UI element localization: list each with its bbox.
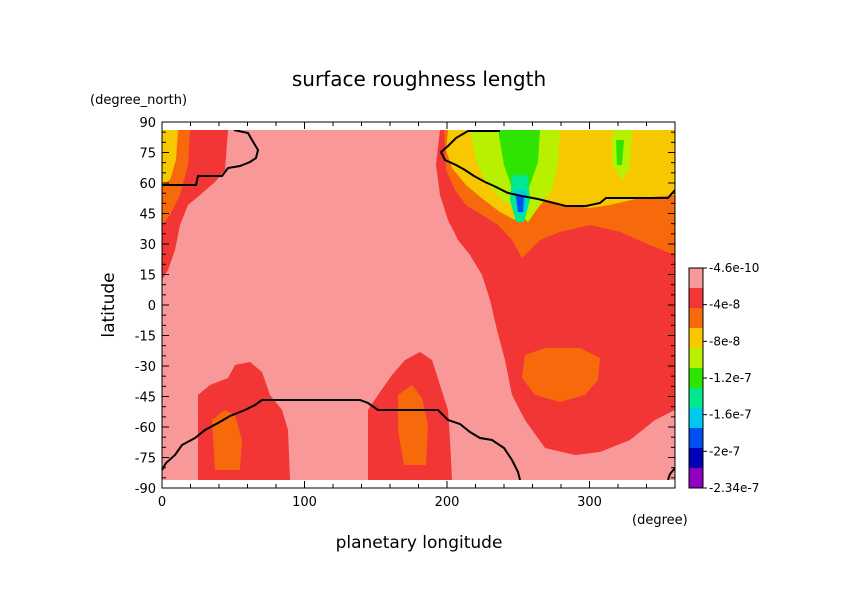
chart-title: surface roughness length: [292, 67, 546, 91]
colorbar-swatch: [689, 308, 703, 328]
coastline-south: [162, 399, 521, 480]
x-tick-label: 100: [292, 495, 317, 510]
field-region-east-orange-blob: [522, 348, 600, 402]
y-tick-label: -45: [135, 391, 156, 406]
y-tick-label: -90: [135, 482, 156, 497]
colorbar-label: -1.2e-7: [709, 371, 752, 385]
y-tick-label: 60: [139, 177, 156, 192]
x-unit-label: (degree): [632, 513, 688, 528]
y-tick-label: 30: [139, 238, 156, 253]
y-tick-label: 75: [139, 147, 156, 162]
y-axis-title: latitude: [99, 272, 119, 337]
field-layer: [162, 130, 675, 480]
field-region-east-green: [498, 130, 540, 200]
colorbar-label: -4.6e-10: [709, 261, 759, 275]
field-region-nw-yellow: [162, 130, 178, 185]
y-tick-label: 45: [139, 208, 156, 223]
y-unit-label: (degree_north): [90, 93, 187, 108]
colorbar-label: -4e-8: [709, 298, 740, 312]
x-axis-title: planetary longitude: [336, 533, 503, 553]
colorbar-swatch: [689, 368, 703, 388]
y-tick-label: -15: [135, 330, 156, 345]
coastline-nw: [162, 130, 260, 186]
y-tick-label: -75: [135, 452, 156, 467]
colorbar-swatch: [689, 268, 703, 288]
y-tick-label: 0: [148, 299, 156, 314]
colorbar-swatch: [689, 388, 703, 408]
x-tick-label: 300: [577, 495, 602, 510]
colorbar-label: -8e-8: [709, 334, 740, 348]
colorbar-swatch: [689, 448, 703, 468]
colorbar-swatch: [689, 468, 703, 488]
field-region-sw-orange-1: [212, 410, 242, 470]
colorbar-swatch: [689, 428, 703, 448]
x-tick-label: 200: [435, 495, 460, 510]
y-tick-label: -60: [135, 421, 156, 436]
colorbar-label: -2e-7: [709, 444, 740, 458]
colorbar-label: -1.6e-7: [709, 408, 752, 422]
colorbar-swatch: [689, 328, 703, 348]
y-axis: 90 75 60 45 30 15 0 -15 -30 -45 -60 -75 -90: [135, 116, 675, 497]
field-region-east-green-2: [616, 140, 624, 165]
y-tick-label: 15: [139, 269, 156, 284]
coastline-ne: [439, 130, 675, 207]
y-tick-label: 90: [139, 116, 156, 131]
field-region-east-darkblue: [516, 196, 524, 212]
y-tick-label: -30: [135, 360, 156, 375]
colorbar-label: -2.34e-7: [709, 481, 759, 495]
field-region-sw-orange-2: [398, 385, 428, 465]
colorbar-swatch: [689, 348, 703, 368]
x-tick-label: 0: [158, 495, 166, 510]
colorbar: -4.6e-10 -4e-8 -8e-8 -1.2e-7 -1.6e-7 -2e-7 -2.…: [688, 261, 759, 495]
x-axis: 0 100 200 300: [158, 122, 676, 510]
colorbar-swatch: [689, 408, 703, 428]
coastline-se: [667, 467, 675, 480]
colorbar-swatch: [689, 288, 703, 308]
